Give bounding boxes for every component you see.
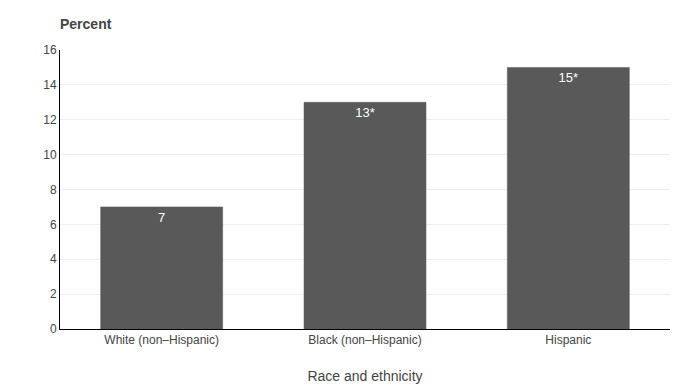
svg-text:10: 10	[43, 148, 57, 162]
svg-text:0: 0	[50, 322, 57, 336]
svg-text:Race and ethnicity: Race and ethnicity	[307, 368, 422, 384]
svg-text:Hispanic: Hispanic	[545, 333, 591, 347]
svg-text:Black (non–Hispanic): Black (non–Hispanic)	[308, 333, 421, 347]
svg-text:2: 2	[50, 287, 57, 301]
svg-text:13*: 13*	[355, 105, 375, 120]
svg-text:15*: 15*	[559, 70, 579, 85]
svg-text:White (non–Hispanic): White (non–Hispanic)	[104, 333, 219, 347]
svg-text:14: 14	[43, 78, 57, 92]
svg-text:6: 6	[50, 218, 57, 232]
svg-text:8: 8	[50, 183, 57, 197]
svg-text:12: 12	[43, 113, 57, 127]
svg-text:Percent: Percent	[60, 16, 112, 32]
svg-text:16: 16	[43, 43, 57, 57]
svg-text:4: 4	[50, 252, 57, 266]
svg-text:7: 7	[158, 210, 165, 225]
